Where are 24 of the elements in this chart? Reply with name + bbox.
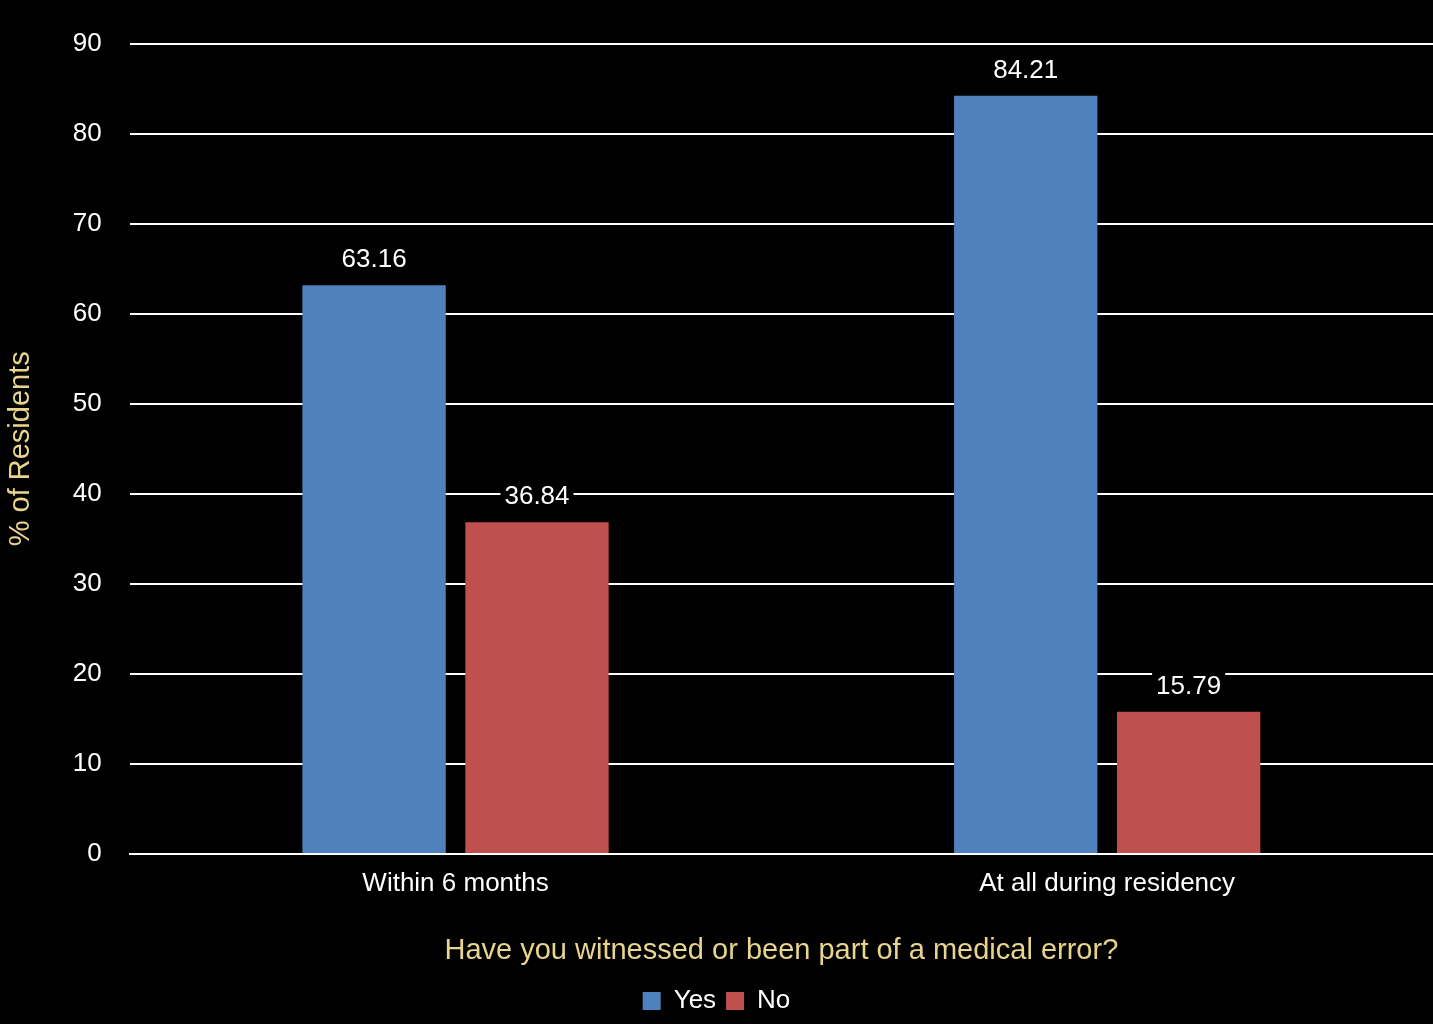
y-tick-label: 50 — [72, 386, 102, 417]
x-tick-label: Within 6 months — [362, 866, 549, 897]
bar — [1116, 711, 1261, 853]
y-tick-label: 90 — [72, 26, 102, 57]
y-tick-label: 20 — [72, 657, 102, 688]
legend-label: No — [757, 984, 791, 1015]
y-tick-label: 60 — [72, 296, 102, 327]
y-axis-title: % of Residents — [3, 351, 36, 547]
data-label: 63.16 — [341, 243, 407, 274]
y-tick-label: 80 — [72, 116, 102, 147]
x-tick-label: At all during residency — [979, 866, 1236, 897]
y-tick-label: 10 — [72, 747, 102, 778]
y-tick-label: 30 — [72, 567, 102, 598]
data-label: 84.21 — [993, 53, 1059, 84]
data-label: 36.84 — [504, 480, 570, 511]
bar — [302, 285, 446, 853]
y-tick-label: 0 — [87, 837, 102, 868]
data-label: 15.79 — [1156, 669, 1222, 700]
y-tick-label: 40 — [72, 476, 102, 507]
y-tick-label: 70 — [72, 206, 102, 237]
x-axis-title: Have you witnessed or been part of a medical error? — [444, 932, 1119, 965]
legend-label: Yes — [673, 984, 717, 1015]
bar — [954, 95, 1098, 853]
bar — [465, 522, 609, 853]
